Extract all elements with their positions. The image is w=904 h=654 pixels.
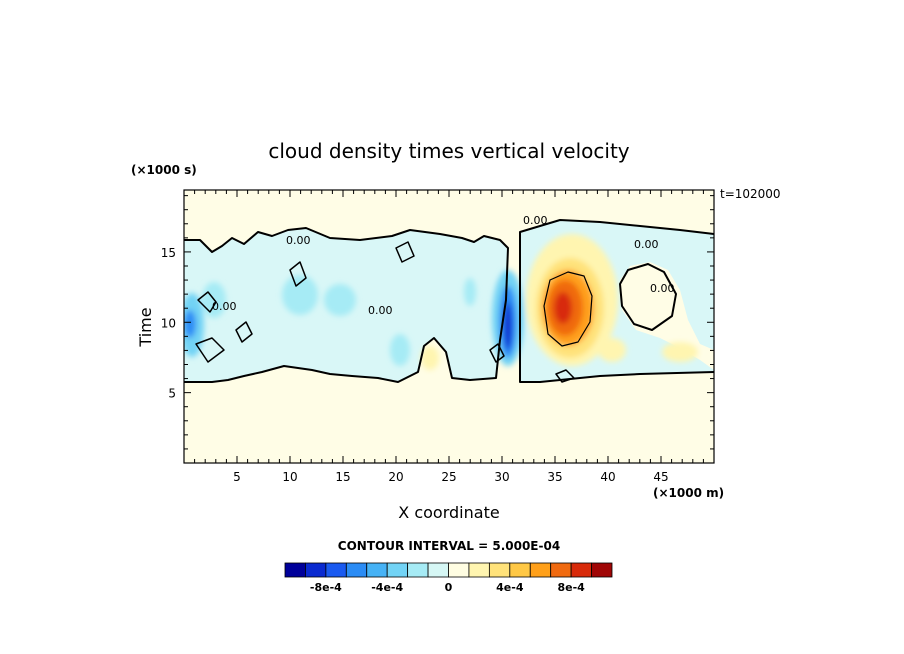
contour-label-4: 0.00 bbox=[650, 282, 675, 295]
y-tick-label: 10 bbox=[161, 316, 176, 330]
colorbar-swatch bbox=[550, 562, 572, 578]
blob-patch-3 bbox=[324, 284, 356, 316]
colorbar-swatch bbox=[366, 562, 388, 578]
x-tick-label: 35 bbox=[547, 470, 562, 484]
time-annotation: t=102000 bbox=[720, 187, 781, 201]
blob-warm-small bbox=[421, 346, 439, 370]
colorbar-swatch bbox=[591, 562, 613, 578]
right-inner-pocket bbox=[620, 264, 676, 330]
x-tick-label: 20 bbox=[388, 470, 403, 484]
contour-label-5: 0.00 bbox=[368, 304, 393, 317]
contour-label-6: 0.00 bbox=[212, 300, 237, 313]
colorbar-swatch bbox=[509, 562, 531, 578]
colorbar-swatch bbox=[529, 562, 552, 578]
contour-warm-core bbox=[543, 271, 593, 347]
contour-interval-text: CONTOUR INTERVAL = 5.000E-04 bbox=[338, 539, 560, 553]
colorbar-swatch bbox=[305, 562, 327, 578]
contour-label-3: 0.00 bbox=[634, 238, 659, 251]
y-tick-label: 15 bbox=[161, 246, 176, 260]
colorbar bbox=[284, 562, 613, 578]
blob-warm-right2 bbox=[598, 338, 626, 362]
colorbar-swatch bbox=[448, 562, 470, 578]
contour-left-hole-1 bbox=[197, 291, 217, 313]
x-tick-label: 10 bbox=[282, 470, 297, 484]
x-tick-label: 40 bbox=[600, 470, 615, 484]
colorbar-tick-label: 4e-4 bbox=[496, 581, 524, 594]
axis-ticks: 5 10 15 20 25 30 35 40 45 5 10 15 bbox=[161, 190, 714, 484]
contour-left-hole-3 bbox=[289, 261, 307, 287]
contour-small-blob bbox=[555, 369, 575, 383]
colorbar-swatch bbox=[325, 562, 347, 578]
colorbar-labels: -8e-4 -4e-4 0 4e-4 8e-4 bbox=[310, 581, 585, 594]
chart-title: cloud density times vertical velocity bbox=[268, 139, 629, 163]
colorbar-tick-label: 0 bbox=[445, 581, 453, 594]
colorbar-swatch bbox=[488, 562, 511, 578]
blob-patch-4 bbox=[390, 334, 410, 366]
colorbar-swatch bbox=[468, 562, 490, 578]
colorbar-swatch bbox=[284, 562, 306, 578]
colorbar-swatch bbox=[427, 562, 449, 578]
colorbar-tick-label: 8e-4 bbox=[557, 581, 585, 594]
x-tick-label: 25 bbox=[441, 470, 456, 484]
blob-patch-2 bbox=[282, 275, 318, 315]
x-tick-label: 15 bbox=[335, 470, 350, 484]
plot-area: 0.00 0.00 0.00 0.00 0.00 0.00 bbox=[184, 190, 714, 463]
x-axis-label: X coordinate bbox=[398, 503, 499, 522]
blob-mid-core bbox=[504, 302, 512, 350]
y-axis-label: Time bbox=[136, 307, 155, 347]
colorbar-swatch bbox=[407, 562, 429, 578]
contour-left-zero bbox=[184, 227, 509, 383]
blob-warm-core bbox=[554, 292, 572, 324]
colorbar-tick-label: -8e-4 bbox=[310, 581, 342, 594]
contour-mid-hole bbox=[489, 343, 505, 363]
blob-patch-5 bbox=[464, 278, 476, 306]
contour-left-hole-5 bbox=[195, 337, 225, 363]
x-tick-label: 5 bbox=[233, 470, 241, 484]
contour-lines bbox=[184, 219, 714, 383]
colorbar-swatch bbox=[386, 562, 409, 578]
blob-warm-right bbox=[662, 342, 698, 362]
y-units-label: (×1000 s) bbox=[131, 163, 197, 177]
blob-left-edge-inner bbox=[184, 310, 196, 338]
x-tick-label: 30 bbox=[494, 470, 509, 484]
contour-label-2: 0.00 bbox=[523, 214, 548, 227]
x-tick-label: 45 bbox=[653, 470, 668, 484]
colorbar-tick-label: -4e-4 bbox=[371, 581, 403, 594]
contour-left-hole-4 bbox=[395, 241, 415, 263]
y-tick-label: 5 bbox=[168, 387, 176, 401]
contour-left-hole-2 bbox=[235, 321, 253, 343]
colorbar-swatch bbox=[570, 562, 592, 578]
contour-right-inner bbox=[619, 263, 677, 331]
colorbar-swatch bbox=[345, 562, 368, 578]
contour-label-1: 0.00 bbox=[286, 234, 311, 247]
x-units-label: (×1000 m) bbox=[653, 486, 724, 500]
contour-right-zero bbox=[519, 219, 714, 383]
